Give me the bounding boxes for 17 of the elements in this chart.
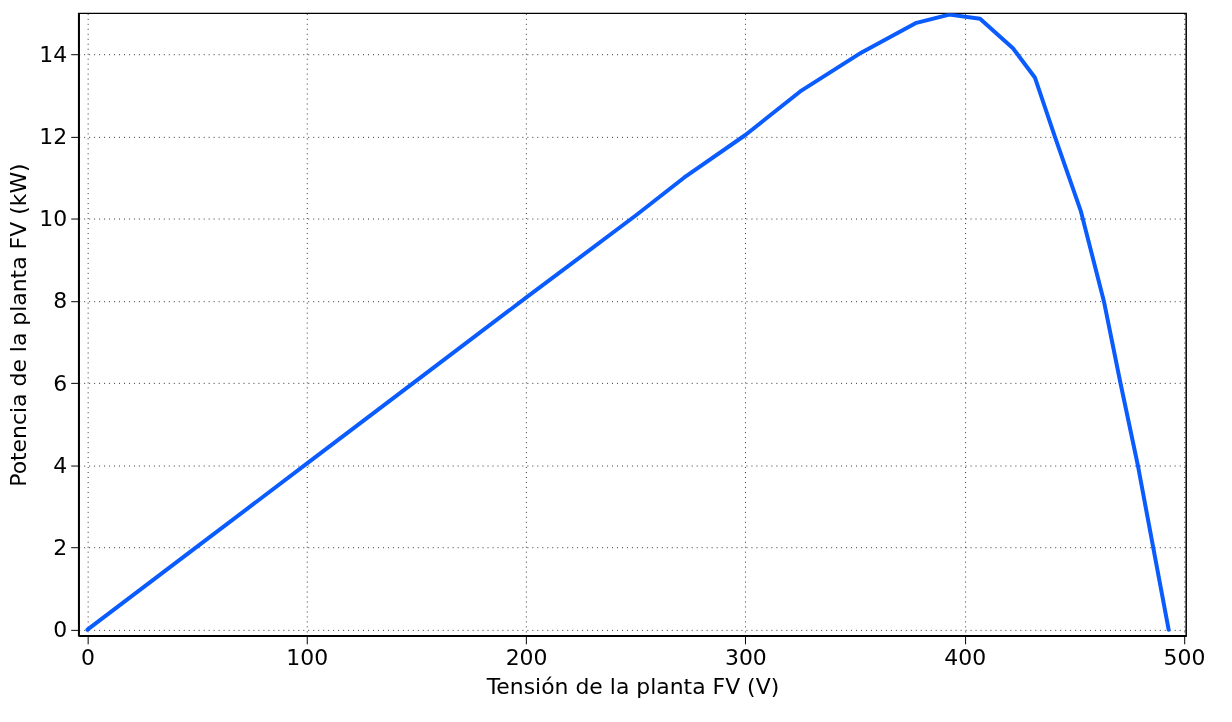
y-tick-label: 2 [53,534,68,560]
y-tick-label: 12 [39,124,68,150]
x-tick-label: 100 [286,645,329,671]
y-tick-label: 4 [53,452,68,478]
x-tick-label: 300 [724,645,767,671]
x-tick-label: 400 [944,645,987,671]
x-tick-label: 0 [80,645,95,671]
x-axis-title: Tensión de la planta FV (V) [485,674,780,700]
y-tick-label: 0 [53,617,68,643]
line-series [85,13,1171,632]
y-tick-label: 10 [39,206,68,232]
y-tick-label: 8 [53,288,68,314]
y-tick-label: 6 [53,370,68,396]
x-tick-label: 200 [505,645,548,671]
y-tick-label: 14 [39,41,68,67]
x-tick-label: 500 [1163,645,1206,671]
y-axis-title: Potencia de la planta FV (kW) [6,163,32,487]
